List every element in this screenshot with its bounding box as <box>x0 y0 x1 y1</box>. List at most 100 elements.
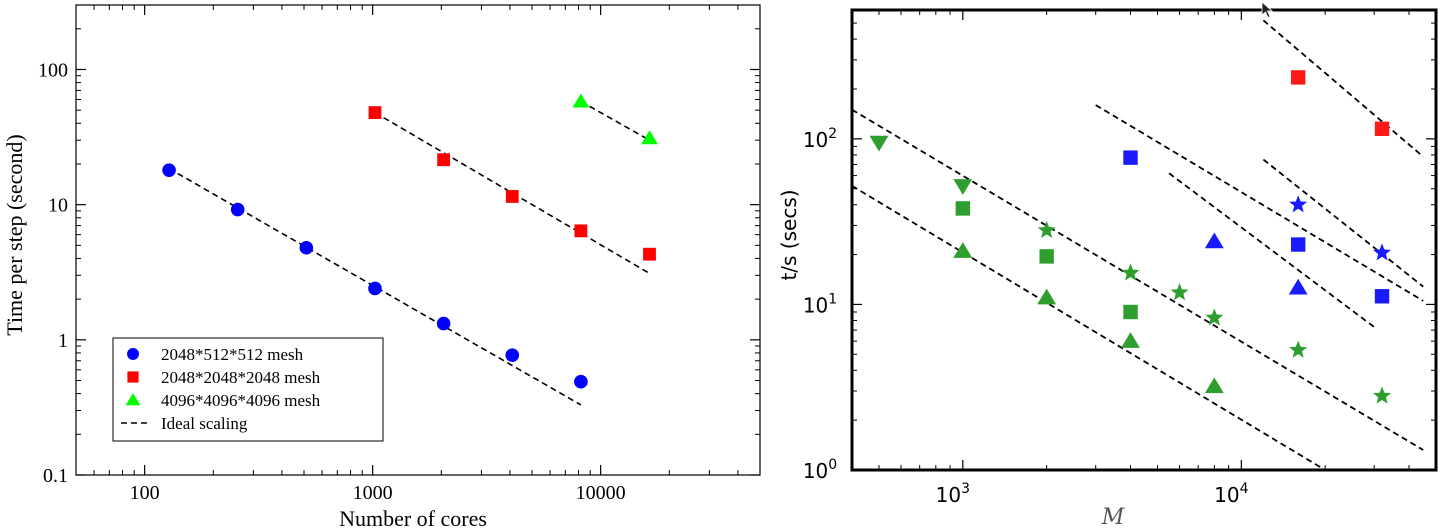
left-y-tick-label: 1 <box>58 330 68 352</box>
tick-exponent: 2 <box>828 126 837 142</box>
data-point <box>955 201 971 216</box>
data-point <box>230 202 245 217</box>
legend-label: 2048*512*512 mesh <box>161 345 304 364</box>
data-point <box>641 130 658 145</box>
guide-line <box>1168 172 1375 328</box>
data-point <box>1037 220 1056 238</box>
left-ideal-lines <box>168 100 650 406</box>
right-minor-ticks <box>852 10 1436 470</box>
right-series-7 <box>1290 70 1390 136</box>
right-series-1 <box>955 201 1138 320</box>
data-point <box>1039 249 1054 264</box>
right-y-axis-label: t/s (secs) <box>777 189 801 280</box>
data-point <box>505 348 520 362</box>
left-minor-ticks <box>76 5 760 475</box>
right-x-axis-label: M <box>1101 505 1125 529</box>
data-point <box>1205 308 1224 326</box>
right-series-0 <box>869 135 973 195</box>
left-x-tick-label: 10000 <box>576 482 626 504</box>
left-series-0 <box>162 163 588 389</box>
tick-base: 10 <box>1214 483 1239 507</box>
right-y-tick-label: 101 <box>803 291 837 317</box>
data-point <box>1290 237 1306 252</box>
ideal-scaling-line <box>374 111 650 275</box>
guide-line <box>1262 158 1424 288</box>
right-x-tick-label: 104 <box>1214 481 1248 507</box>
data-point <box>1204 377 1224 394</box>
data-point <box>1170 283 1189 301</box>
left-x-axis-label: Number of cores <box>339 506 487 529</box>
left-plot-frame <box>75 4 761 476</box>
data-point <box>162 163 176 177</box>
data-point <box>1123 150 1138 165</box>
data-point <box>643 247 656 261</box>
legend-label: 2048*2048*2048 mesh <box>161 368 321 387</box>
right-plot-frame <box>850 8 1438 472</box>
guide-line <box>852 108 1424 451</box>
legend-label: 4096*4096*4096 mesh <box>161 391 321 410</box>
left-y-tick-label: 0.1 <box>43 465 68 487</box>
left-y-tick-label: 10 <box>48 195 68 217</box>
data-point <box>1374 121 1390 136</box>
guide-line <box>852 185 1326 470</box>
data-point <box>1290 70 1306 85</box>
data-point <box>1289 195 1308 213</box>
guide-line <box>1095 104 1424 302</box>
right-guide-lines <box>852 19 1424 470</box>
data-point <box>368 281 382 296</box>
data-point <box>299 240 314 255</box>
tick-exponent: 0 <box>828 457 837 473</box>
left-series-2 <box>572 93 658 145</box>
data-point <box>953 242 973 258</box>
data-point <box>1289 340 1308 358</box>
data-point <box>368 106 382 119</box>
tick-base: 10 <box>803 128 828 152</box>
left-y-axis-label: Time per step (second) <box>2 134 27 335</box>
mouse-cursor-icon <box>1261 1 1274 19</box>
data-point <box>574 224 588 238</box>
tick-base: 10 <box>803 459 828 483</box>
data-point <box>1373 243 1391 261</box>
right-series-5 <box>1204 232 1308 295</box>
legend-marker <box>127 371 139 383</box>
ideal-scaling-line <box>168 167 582 406</box>
left-chart: 100 1000 10000 0.1 1 10 100 Number of cores Time… <box>2 4 761 529</box>
left-x-tick-label: 100 <box>130 482 160 504</box>
legend-marker <box>125 393 141 406</box>
data-point <box>1121 263 1140 281</box>
data-point <box>437 153 451 167</box>
data-point <box>1374 289 1390 304</box>
tick-base: 10 <box>803 293 828 317</box>
data-point <box>505 190 519 203</box>
right-y-tick-label: 102 <box>803 126 837 152</box>
data-point <box>1373 386 1391 404</box>
right-series-4 <box>1123 150 1390 304</box>
data-point <box>1037 288 1057 305</box>
ideal-scaling-line <box>580 100 650 141</box>
data-point <box>1204 232 1224 249</box>
data-point <box>1288 278 1308 295</box>
legend-label: Ideal scaling <box>161 414 248 433</box>
data-point <box>574 374 588 389</box>
data-point <box>1121 332 1140 348</box>
right-series-2 <box>953 242 1224 394</box>
right-x-tick-label: 103 <box>936 481 970 507</box>
legend-marker <box>127 348 139 360</box>
left-legend: 2048*512*512 mesh 2048*2048*2048 mesh 4096… <box>112 337 384 442</box>
left-x-tick-label: 1000 <box>353 482 393 504</box>
data-point <box>953 179 973 195</box>
data-point <box>1123 304 1138 320</box>
tick-exponent: 3 <box>961 481 970 497</box>
tick-base: 10 <box>936 483 961 507</box>
data-point <box>869 135 889 152</box>
right-series-3 <box>1037 220 1391 404</box>
guide-line <box>1262 19 1424 158</box>
data-point <box>436 316 451 331</box>
data-point <box>572 93 590 108</box>
right-y-tick-label: 100 <box>803 457 837 483</box>
left-y-tick-label: 100 <box>38 59 68 81</box>
tick-exponent: 1 <box>828 291 837 307</box>
right-series-6 <box>1289 195 1391 261</box>
